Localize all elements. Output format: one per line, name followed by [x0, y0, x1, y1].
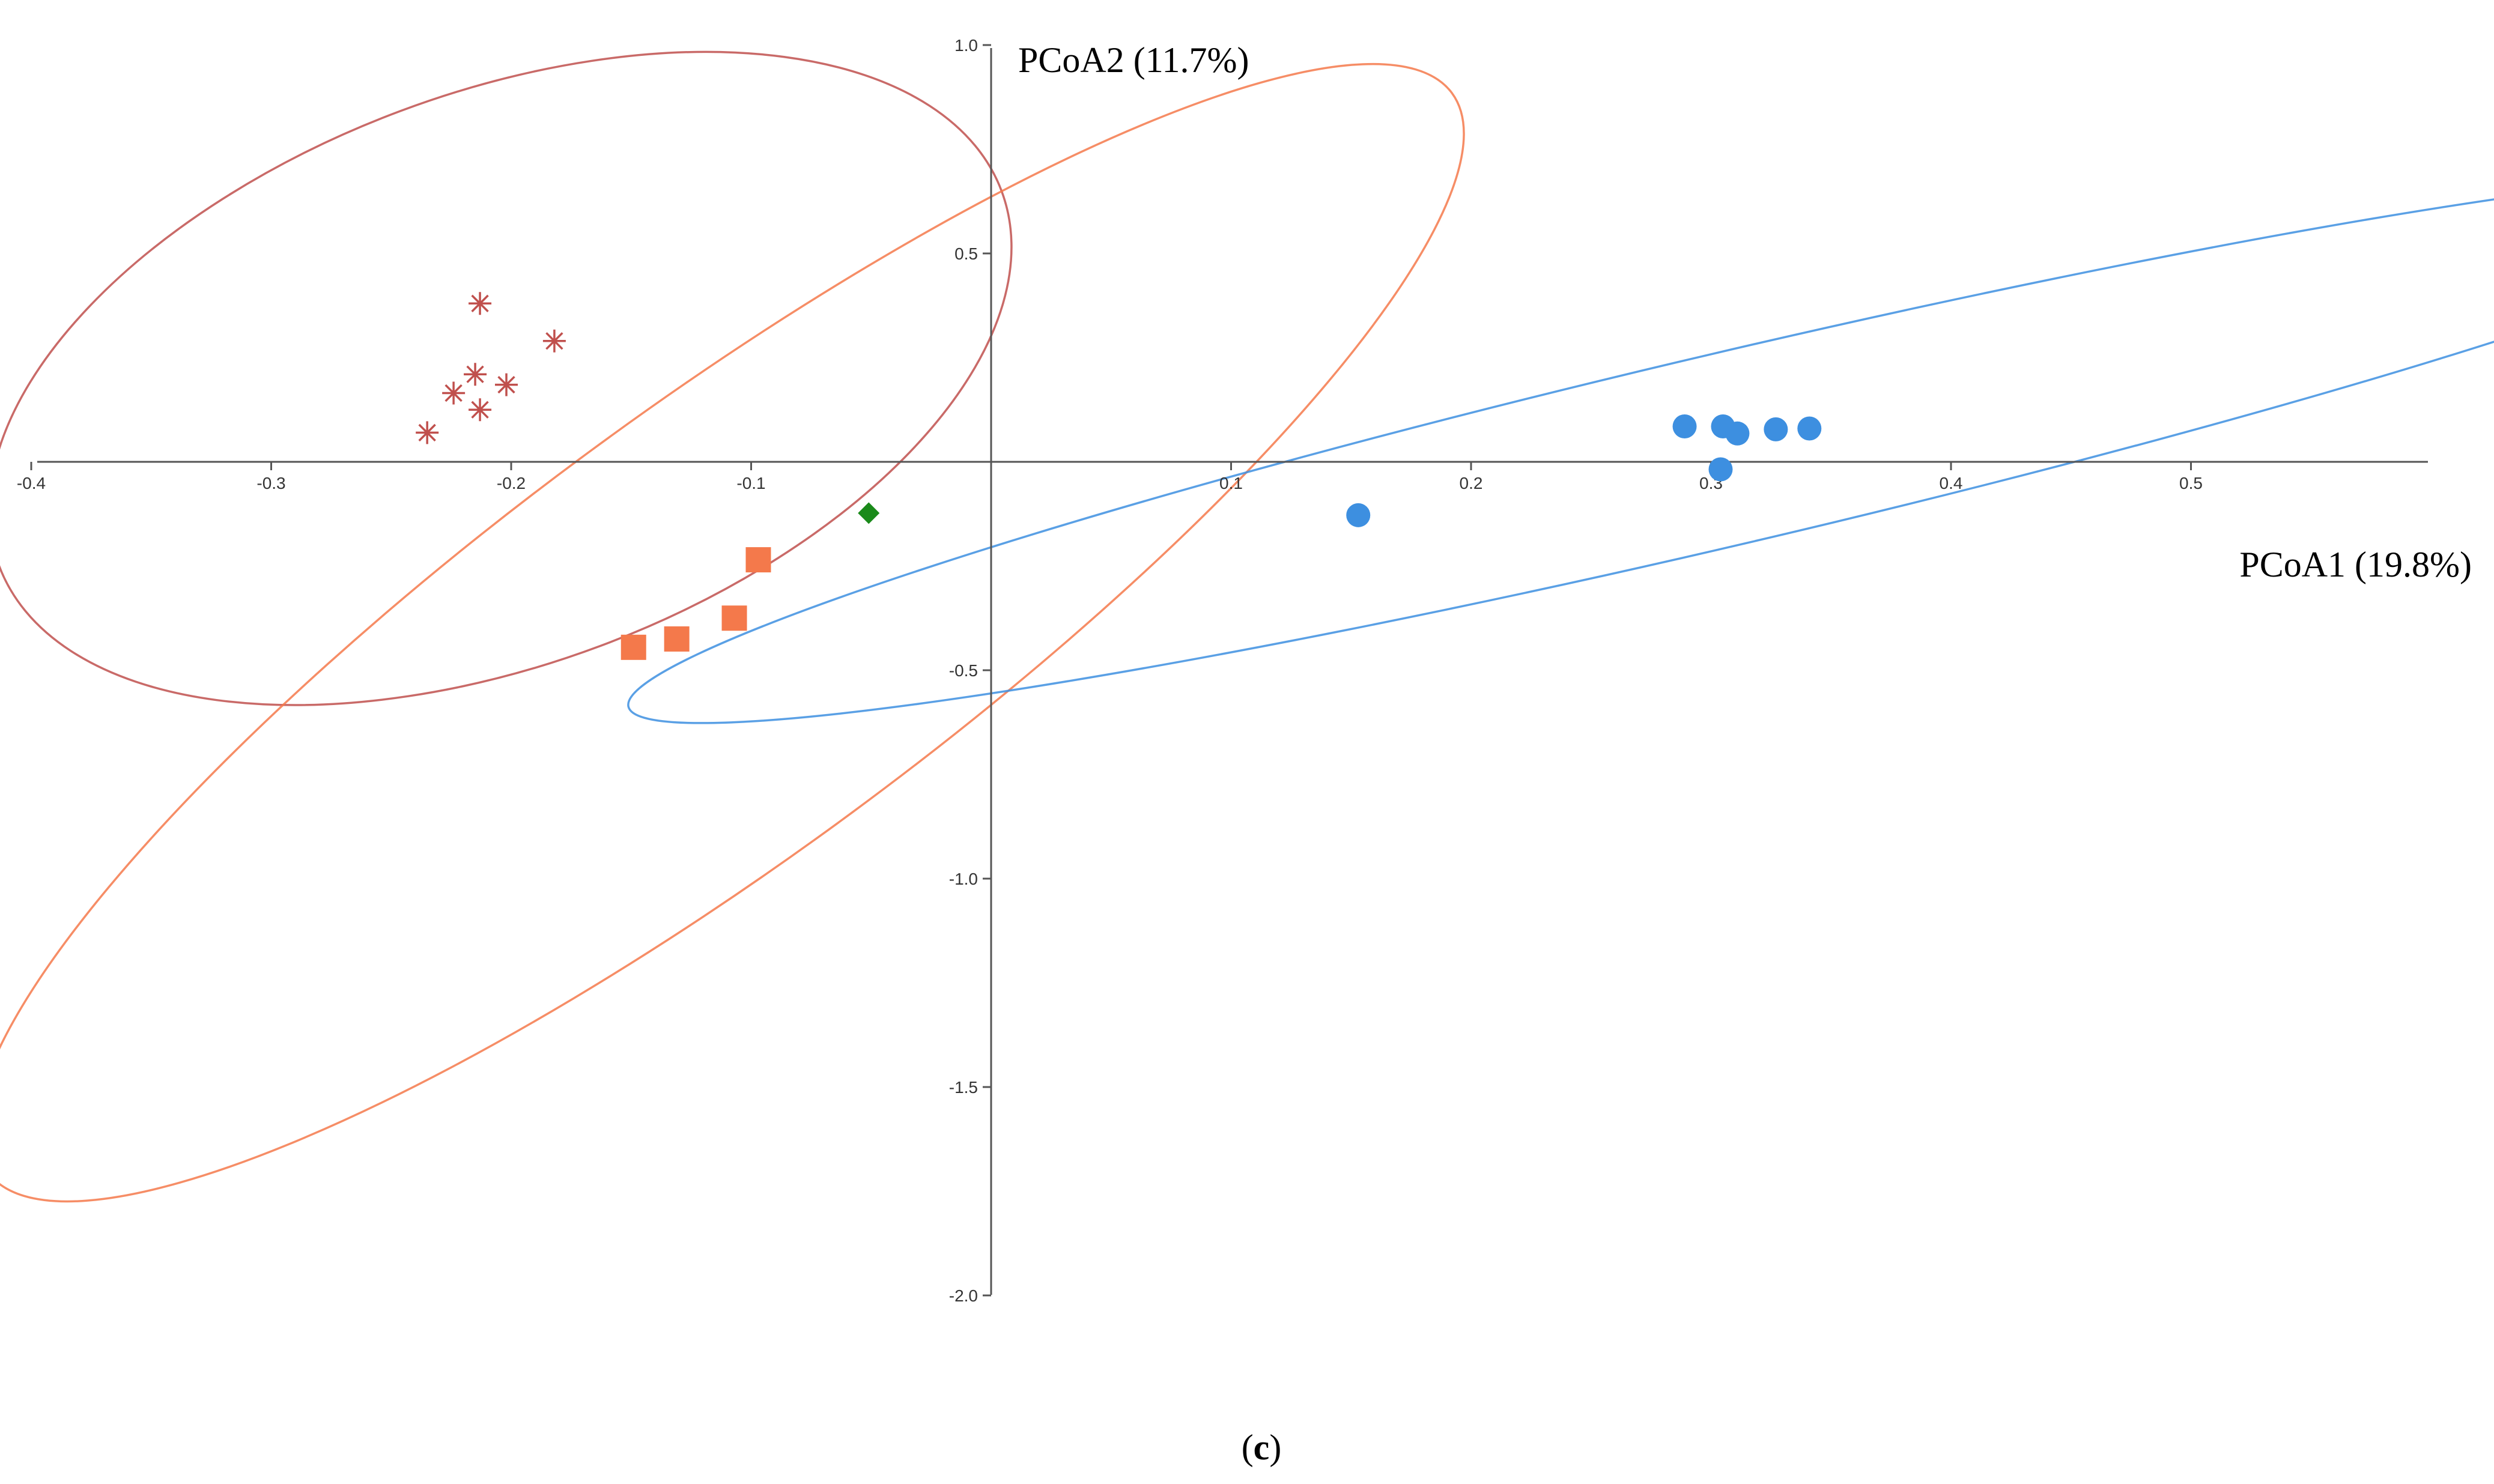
group-diamond-point: [858, 502, 880, 524]
y-tick-label: 1.0: [954, 36, 978, 55]
group-asterisk-point: [416, 421, 439, 444]
group-square-point: [664, 626, 690, 652]
group-circle-point: [1346, 503, 1371, 527]
y-tick-label: -2.0: [949, 1286, 978, 1305]
group-circle-point: [1764, 417, 1788, 441]
group-asterisk-point: [495, 373, 518, 396]
x-tick-label: 0.4: [1940, 474, 1963, 492]
y-tick-label: -1.0: [949, 870, 978, 888]
group-asterisk-point: [442, 381, 466, 405]
x-tick-label: 0.5: [2179, 474, 2203, 492]
group-asterisk-point: [464, 363, 487, 386]
group-asterisk-point: [469, 292, 492, 315]
x-tick-label: -0.3: [256, 474, 285, 492]
figure-caption: (c): [1242, 1428, 1282, 1467]
x-tick-label: 0.1: [1219, 474, 1243, 492]
group-square-point: [745, 547, 771, 573]
group-asterisk-point: [542, 329, 566, 353]
group-asterisk-point: [469, 398, 492, 422]
y-tick-label: -1.5: [949, 1078, 978, 1097]
x-axis-ticks: -0.4 -0.3 -0.2 -0.1 0.1 0.2 0.3 0.4 0.5: [17, 462, 2203, 492]
group-circle-point: [1797, 416, 1822, 441]
group-circle-ellipse: [627, 172, 2494, 724]
group-square-point: [620, 634, 646, 660]
group-circle-point: [1725, 421, 1750, 446]
axes: [37, 48, 2428, 1295]
confidence-ellipses: [0, 50, 2494, 1203]
group-asterisk-ellipse: [0, 50, 1013, 706]
caption-open-paren: (: [1242, 1428, 1254, 1467]
x-tick-label: -0.2: [497, 474, 526, 492]
x-tick-label: 0.2: [1460, 474, 1483, 492]
group-circle-point: [1672, 414, 1697, 439]
y-axis-title: PCoA2 (11.7%): [1018, 40, 1249, 80]
group-square-point: [721, 605, 747, 631]
x-tick-label: -0.4: [17, 474, 46, 492]
y-tick-label: 0.5: [954, 244, 978, 263]
caption-letter: c: [1254, 1428, 1270, 1467]
group-square-ellipse: [0, 62, 1465, 1203]
x-tick-label: -0.1: [736, 474, 765, 492]
y-axis-ticks: 1.0 0.5 -0.5 -1.0 -1.5 -2.0: [949, 36, 991, 1305]
y-tick-label: -0.5: [949, 661, 978, 680]
x-axis-title: PCoA1 (19.8%): [2239, 545, 2472, 584]
caption-close-paren: ): [1269, 1428, 1281, 1467]
data-points: [416, 292, 1822, 660]
group-circle-point: [1708, 457, 1733, 482]
